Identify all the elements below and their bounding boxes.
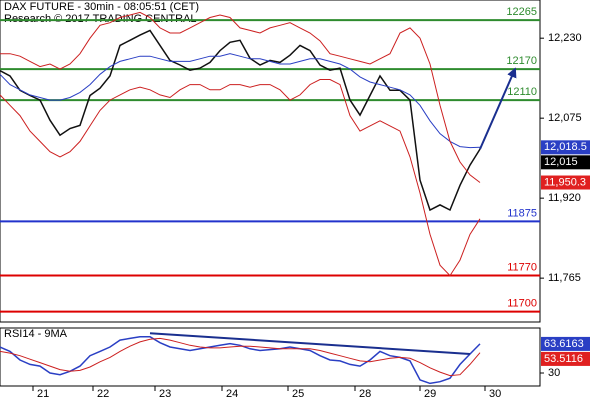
series-line (0, 11, 481, 183)
x-tick-label: 30 (489, 388, 501, 400)
x-tick-label: 28 (359, 388, 371, 400)
rsi-title: RSI14 - 9MA (4, 328, 68, 340)
y-tick-label: 11,765 (548, 272, 581, 284)
x-tick-label: 29 (424, 388, 436, 400)
series-line (0, 53, 481, 149)
y-tick-label: 11,920 (548, 192, 581, 204)
trendline (149, 332, 471, 355)
price-marker (541, 155, 590, 170)
x-tick-label: 21 (37, 388, 49, 400)
price-marker-label: 11,950.3 (544, 176, 586, 188)
level-label: 12265 (506, 6, 537, 18)
level-label: 11875 (507, 207, 537, 219)
x-tick-label: 24 (226, 388, 238, 400)
price-marker-label: 12,018.5 (544, 141, 587, 153)
x-tick-label: 25 (292, 388, 304, 400)
y-tick-label: 30 (548, 367, 560, 379)
main-panel (0, 0, 541, 323)
level-label: 12170 (506, 55, 537, 67)
y-tick-label: 12,075 (548, 112, 582, 124)
price-marker (541, 140, 590, 155)
chart-title: DAX FUTURE - 30min - 08:05:51 (CET) (4, 1, 199, 13)
price-marker-label: 53.5116 (544, 353, 583, 365)
y-tick-label: 12,230 (548, 32, 582, 44)
price-marker (541, 336, 590, 351)
level-label: 11700 (507, 298, 537, 310)
x-tick-label: 22 (97, 388, 109, 400)
level-label: 11770 (507, 261, 537, 273)
trendline (479, 67, 517, 150)
price-marker-label: 63.6163 (544, 338, 584, 350)
price-marker (541, 175, 590, 190)
rsi-panel (0, 327, 541, 387)
price-marker-label: 12,015 (544, 156, 578, 168)
series-line (0, 79, 481, 277)
series-line (0, 337, 481, 377)
level-label: 12110 (507, 86, 537, 98)
chart-subtitle: Research © 2017 TRADING CENTRAL (4, 13, 197, 25)
x-tick-label: 23 (159, 388, 171, 400)
price-marker (541, 351, 590, 366)
